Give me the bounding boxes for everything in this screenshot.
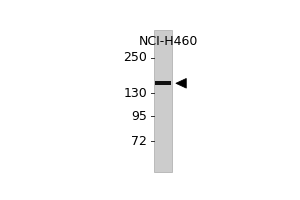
Bar bbox=[154, 30, 172, 172]
Text: 250: 250 bbox=[124, 51, 147, 64]
Bar bbox=[155, 81, 171, 85]
Text: 95: 95 bbox=[131, 110, 147, 123]
Text: NCI-H460: NCI-H460 bbox=[139, 35, 199, 48]
Text: 130: 130 bbox=[124, 87, 147, 100]
Text: 72: 72 bbox=[131, 135, 147, 148]
Polygon shape bbox=[176, 78, 186, 88]
